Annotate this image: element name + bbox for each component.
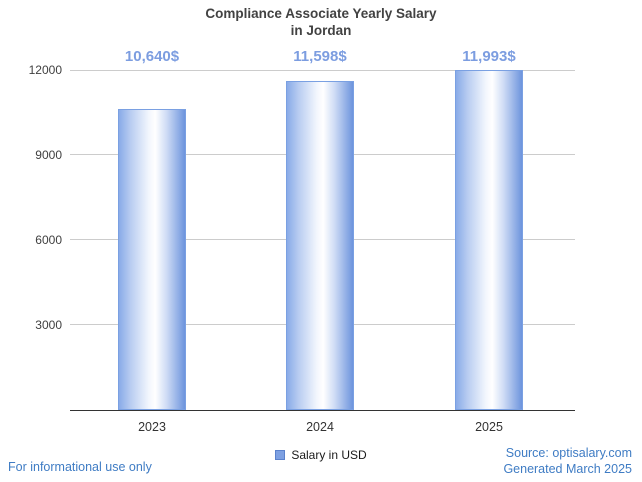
- legend-label: Salary in USD: [291, 448, 367, 462]
- chart-title: Compliance Associate Yearly Salary in Jo…: [0, 5, 642, 39]
- chart-title-line-1: Compliance Associate Yearly Salary: [205, 6, 437, 21]
- bar-value-label: 11,598$: [293, 48, 347, 65]
- x-axis-label: 2024: [306, 420, 334, 434]
- y-axis-tick-12000: 12000: [28, 63, 62, 77]
- bar-2023[interactable]: [118, 108, 186, 410]
- x-axis-label: 2025: [475, 420, 503, 434]
- x-axis-line: [70, 410, 575, 411]
- bar-group-2024: 11,598$ 2024: [286, 48, 354, 434]
- legend: Salary in USD: [0, 448, 642, 462]
- y-axis-tick-9000: 9000: [35, 148, 62, 162]
- gridline: [70, 70, 575, 71]
- chart-title-line-2: in Jordan: [290, 23, 352, 38]
- y-axis-tick-3000: 3000: [35, 318, 62, 332]
- plot-area: 10,640$ 2023 11,598$ 2024 11,993$ 2025: [70, 48, 575, 434]
- bar-group-2025: 11,993$ 2025: [455, 48, 523, 434]
- generated-date: Generated March 2025: [503, 462, 632, 476]
- y-axis-tick-6000: 6000: [35, 233, 62, 247]
- bar-2025[interactable]: [455, 70, 523, 410]
- disclaimer-text: For informational use only: [8, 460, 152, 474]
- source-block: Source: optisalary.com Generated March 2…: [503, 445, 632, 477]
- bar-group-2023: 10,640$ 2023: [118, 48, 186, 434]
- bar-value-label: 11,993$: [462, 48, 516, 65]
- legend-swatch-icon: [275, 450, 286, 460]
- bar-2024[interactable]: [286, 81, 354, 410]
- x-axis-label: 2023: [138, 420, 166, 434]
- bar-value-label: 10,640$: [124, 48, 180, 65]
- source-link[interactable]: Source: optisalary.com: [505, 446, 632, 460]
